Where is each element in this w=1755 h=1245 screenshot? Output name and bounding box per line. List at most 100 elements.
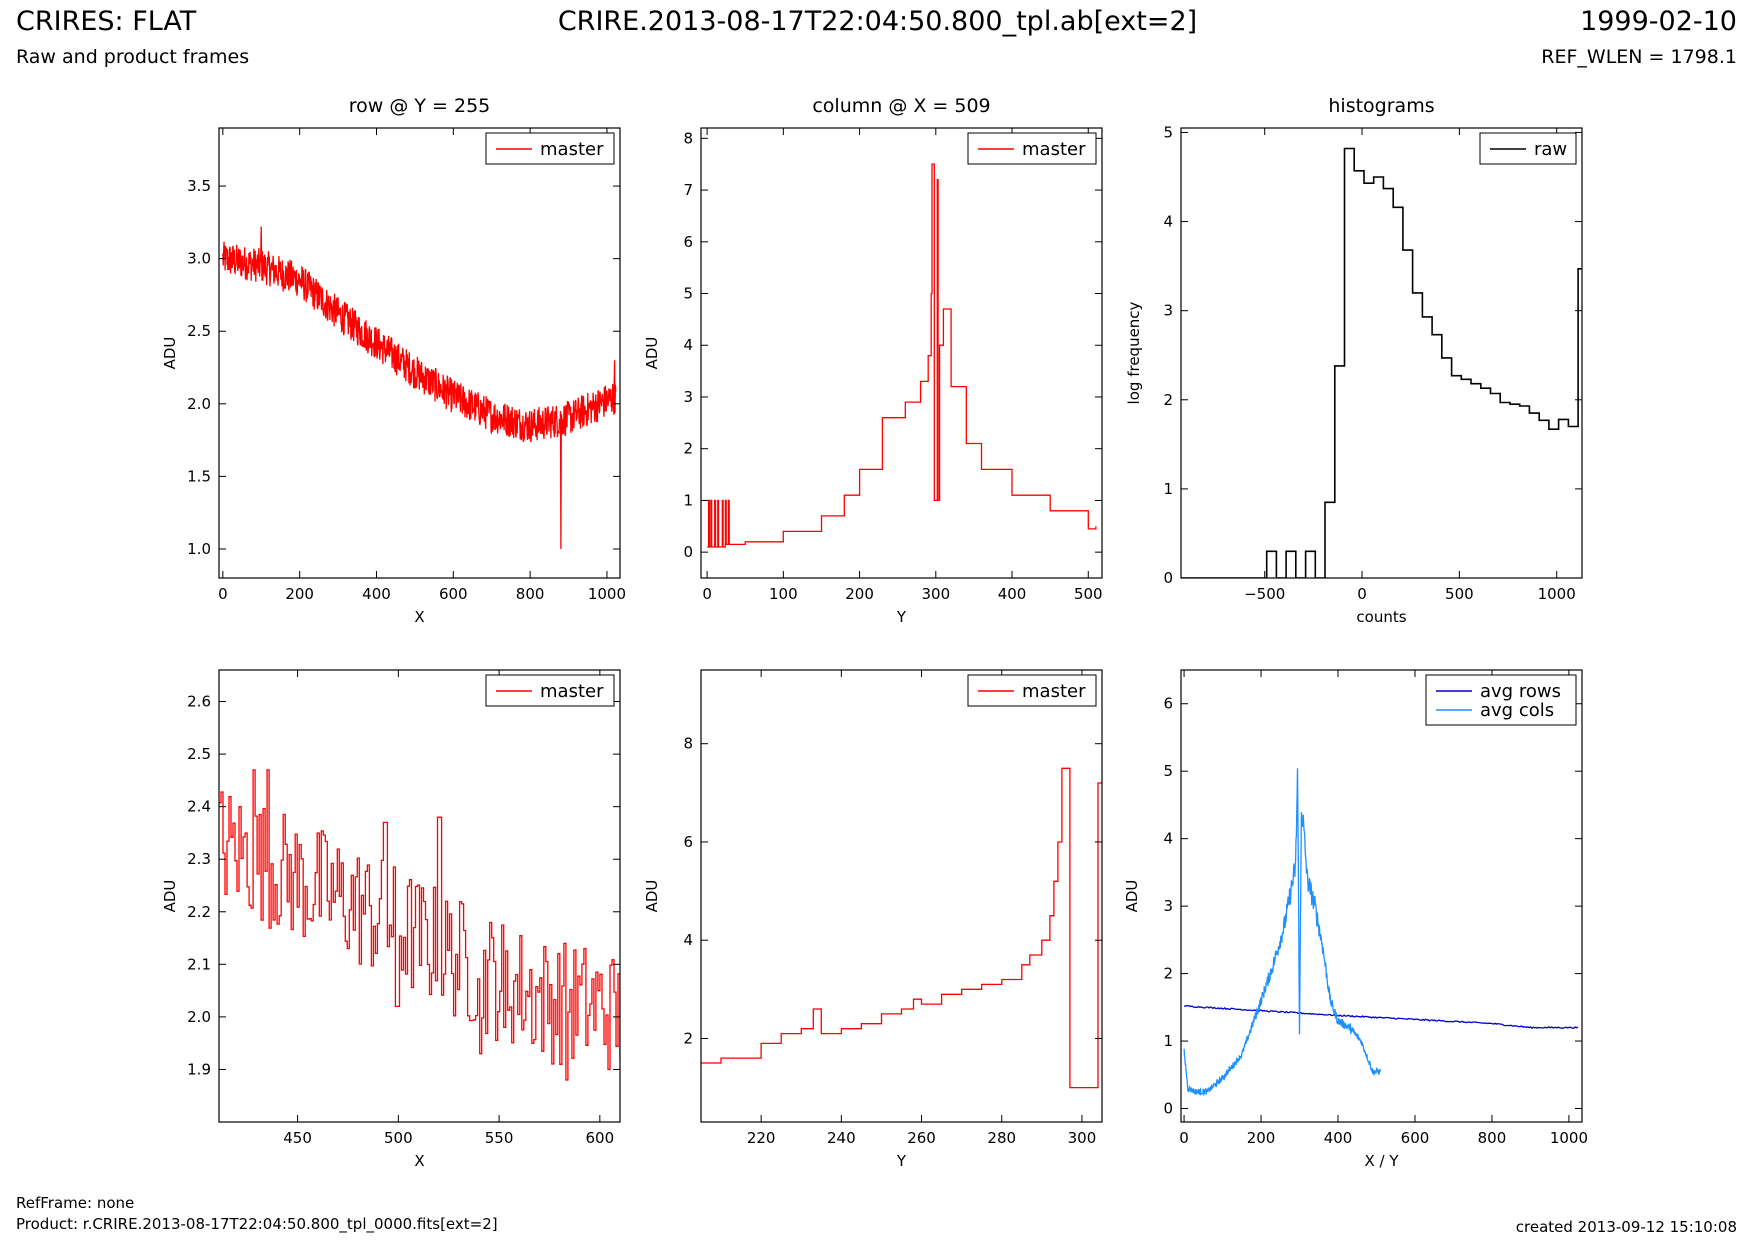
y-tick-label: 3	[1163, 897, 1173, 915]
y-tick-label: 2.3	[187, 850, 211, 868]
x-tick-label: 200	[1247, 1129, 1276, 1147]
plot-p4: 450 500 550 600 1.9 2.0 2.1 2.2 2.3 2.4 2.5 2.6 X ADU…	[161, 669, 621, 1170]
x-tick-label: 0	[1357, 585, 1367, 603]
y-tick-label: 7	[683, 181, 693, 199]
series-line-master	[707, 163, 1097, 548]
x-tick-label: 220	[747, 1129, 776, 1147]
x-tick-label: 800	[516, 585, 545, 603]
y-tick-label: 0	[1163, 1100, 1173, 1118]
y-tick-label: 6	[1163, 695, 1173, 713]
page-subtitle: Raw and product frames	[16, 46, 250, 68]
legend-label: avg rows	[1480, 681, 1561, 702]
plot-frame	[1180, 669, 1583, 1123]
x-tick-label: 400	[998, 585, 1027, 603]
y-axis-label: ADU	[1123, 880, 1141, 913]
y-tick-label: 0	[1163, 569, 1173, 587]
y-tick-label: 8	[683, 735, 693, 753]
x-axis-label: X	[414, 1152, 424, 1170]
y-tick-label: 2	[1163, 391, 1173, 409]
x-tick-label: 200	[285, 585, 314, 603]
legend-label: master	[1022, 681, 1086, 702]
legend-box	[1425, 674, 1577, 726]
y-tick-label: 3.5	[187, 177, 211, 195]
y-tick-label: 2.5	[187, 745, 211, 763]
x-tick-label: 1000	[1550, 1129, 1588, 1147]
x-axis-label: Y	[896, 608, 907, 626]
y-tick-label: 8	[683, 129, 693, 147]
ref-wlen-label: REF_WLEN = 1798.1	[1541, 46, 1737, 68]
legend-box	[967, 674, 1097, 707]
plot-title-column: column @ X = 509	[812, 95, 991, 117]
x-tick-label: 0	[218, 585, 228, 603]
x-axis-label: counts	[1356, 608, 1406, 626]
y-tick-label: 2	[683, 440, 693, 458]
x-axis-label: Y	[896, 1152, 907, 1170]
y-tick-label: 5	[1163, 123, 1173, 141]
series-line-raw	[1181, 147, 1582, 578]
x-tick-label: 450	[283, 1129, 312, 1147]
x-tick-label: 300	[921, 585, 950, 603]
x-tick-label: 600	[439, 585, 468, 603]
plot-title-row: row @ Y = 255	[348, 95, 491, 117]
series-line-avg-cols	[1183, 768, 1381, 1097]
x-axis-label: X	[414, 608, 424, 626]
x-tick-label: 1000	[1538, 585, 1576, 603]
x-tick-label: 500	[1445, 585, 1474, 603]
x-tick-label: 280	[987, 1129, 1016, 1147]
page-title: CRIRES: FLAT	[16, 6, 197, 37]
y-tick-label: 0	[683, 543, 693, 561]
y-axis-label: ADU	[161, 337, 179, 370]
plot-frame	[700, 127, 1103, 579]
x-tick-label: 200	[845, 585, 874, 603]
y-axis-label: ADU	[643, 880, 661, 913]
x-tick-label: 0	[702, 585, 712, 603]
y-tick-label: 1	[1163, 480, 1173, 498]
y-tick-label: 3	[683, 388, 693, 406]
series-line-master	[701, 767, 1102, 1089]
x-tick-label: 500	[384, 1129, 413, 1147]
x-axis-label: X / Y	[1364, 1152, 1399, 1170]
legend-label: avg cols	[1480, 700, 1554, 721]
x-tick-label: 800	[1478, 1129, 1507, 1147]
plot-frame	[700, 669, 1103, 1123]
y-tick-label: 2.6	[187, 693, 211, 711]
y-tick-label: 2	[1163, 965, 1173, 983]
y-tick-label: 2.4	[187, 798, 211, 816]
y-axis-label: log frequency	[1125, 301, 1143, 404]
refframe-label: RefFrame: none	[16, 1194, 135, 1212]
y-tick-label: 2.1	[187, 955, 211, 973]
y-tick-label: 5	[1163, 762, 1173, 780]
plot-p2: 0 100 200 300 400 500 0 1 2 3 4 5 6 7 8 Y ADU master	[643, 127, 1103, 626]
created-label: created 2013-09-12 15:10:08	[1515, 1218, 1737, 1236]
x-tick-label: 0	[1179, 1129, 1189, 1147]
y-tick-label: 2.0	[187, 395, 211, 413]
x-tick-label: −500	[1244, 585, 1285, 603]
series-line-master	[219, 769, 620, 1081]
plot-frame	[218, 669, 621, 1123]
plot-frame	[218, 127, 621, 579]
legend-label: raw	[1534, 139, 1567, 160]
y-tick-label: 6	[683, 233, 693, 251]
legend-label: master	[540, 681, 604, 702]
y-tick-label: 4	[1163, 830, 1173, 848]
y-tick-label: 6	[683, 833, 693, 851]
y-tick-label: 1.5	[187, 467, 211, 485]
y-tick-label: 1	[1163, 1032, 1173, 1050]
x-tick-label: 240	[827, 1129, 856, 1147]
y-tick-label: 4	[1163, 213, 1173, 231]
plot-p6: 0 200 400 600 800 1000 0 1 2 3 4 5 6 X / Y ADU avg rows…	[1123, 669, 1588, 1170]
x-tick-label: 300	[1068, 1129, 1097, 1147]
y-tick-label: 2.2	[187, 903, 211, 921]
series-line-master	[222, 226, 617, 550]
x-tick-label: 500	[1074, 585, 1103, 603]
y-axis-label: ADU	[161, 880, 179, 913]
x-tick-label: 550	[485, 1129, 514, 1147]
x-tick-label: 260	[907, 1129, 936, 1147]
x-tick-label: 400	[1324, 1129, 1353, 1147]
plot-title-histograms: histograms	[1328, 95, 1435, 117]
product-label: Product: r.CRIRE.2013-08-17T22:04:50.800…	[16, 1215, 498, 1233]
y-tick-label: 2.0	[187, 1008, 211, 1026]
series-line-avg-rows	[1183, 1004, 1579, 1030]
legend-label: master	[540, 139, 604, 160]
x-tick-label: 100	[769, 585, 798, 603]
